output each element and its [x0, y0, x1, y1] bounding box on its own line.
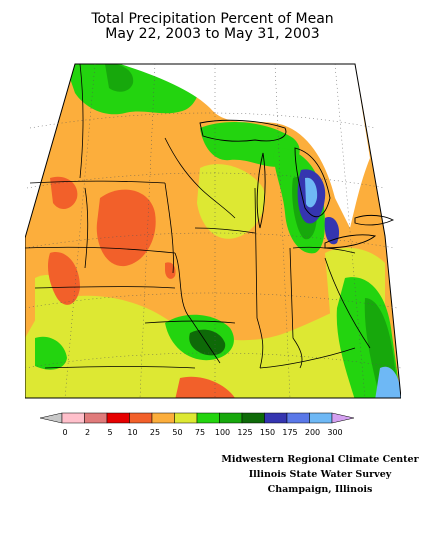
legend-tick-label: 125 — [237, 428, 252, 437]
legend-swatch — [129, 412, 153, 424]
legend-under-arrow — [40, 412, 63, 424]
legend-tick-label: 25 — [150, 428, 160, 437]
legend-swatch — [241, 412, 265, 424]
precipitation-map — [25, 63, 401, 399]
legend-tick-label: 10 — [127, 428, 137, 437]
lake-ontario — [354, 214, 395, 226]
credit-location: Champaign, Illinois — [267, 484, 373, 495]
legend-swatch — [84, 412, 108, 424]
border-oh-wv — [324, 257, 371, 349]
legend-tick-label: 300 — [327, 428, 342, 437]
border-ks-ok — [44, 366, 196, 369]
legend-tick-label: 175 — [282, 428, 297, 437]
color-legend: 0 2 5 10 25 50 75 100 125 150 175 200 300 — [40, 412, 355, 437]
legend-tick-label: 150 — [260, 428, 275, 437]
border-mo-west — [174, 252, 221, 364]
legend-tick-label: 100 — [215, 428, 230, 437]
legend-swatch — [309, 412, 333, 424]
legend-tick-label: 0 — [62, 428, 67, 437]
field-red-orange-sd — [50, 176, 78, 210]
legend-swatch — [151, 412, 175, 424]
border-mo-ar — [144, 320, 236, 324]
field-mid-green-nd — [105, 64, 134, 92]
legend-swatch — [219, 412, 243, 424]
field-blue-mi — [324, 217, 340, 245]
border-mn-wi — [164, 137, 236, 219]
border-sd-nd — [29, 180, 166, 184]
lake-michigan — [256, 152, 266, 229]
lake-erie — [324, 234, 377, 249]
lake-huron — [294, 147, 331, 218]
field-red-orange-ne — [47, 252, 80, 305]
field-yellow-green-wisconsin — [197, 164, 266, 239]
border-mn-ia — [164, 182, 174, 274]
legend-tick-label: 50 — [172, 428, 182, 437]
lake-superior — [199, 119, 287, 142]
border-ne-ks — [34, 286, 176, 289]
field-no-data-canada — [120, 64, 370, 228]
field-green-sw — [35, 336, 67, 370]
legend-swatch — [264, 412, 288, 424]
legend-tick-label: 5 — [107, 428, 112, 437]
state-boundaries — [25, 63, 371, 369]
legend-over-arrow — [331, 412, 355, 424]
field-light-blue-lake-mi — [305, 177, 318, 208]
field-red-orange-south — [175, 376, 235, 398]
legend-tick-label: 2 — [85, 428, 90, 437]
border-ky-tn — [259, 347, 356, 369]
legend-swatch — [286, 412, 310, 424]
credit-mrcc: Midwestern Regional Climate Center — [221, 454, 419, 465]
border-sd-ne — [25, 246, 176, 254]
border-sd-west — [84, 187, 89, 269]
field-dark-green-missouri — [189, 329, 226, 356]
credit-isws: Illinois State Water Survey — [248, 469, 392, 480]
border-il-in — [254, 187, 264, 369]
data-field — [25, 64, 401, 398]
border-in-oh — [289, 247, 303, 369]
legend-tick-label: 75 — [195, 428, 205, 437]
border-nd-mn — [79, 63, 84, 179]
map-title: Total Precipitation Percent of Mean — [91, 11, 334, 27]
legend-swatch — [196, 412, 220, 424]
border-wi-il — [194, 227, 256, 234]
legend-tick-label: 200 — [305, 428, 320, 437]
map-date-range: May 22, 2003 to May 31, 2003 — [105, 26, 320, 42]
legend-swatch — [61, 412, 85, 424]
map-border — [25, 63, 401, 399]
great-lakes — [199, 119, 395, 249]
legend-swatch — [106, 412, 130, 424]
field-red-orange-small — [165, 262, 176, 279]
legend-swatch — [174, 412, 198, 424]
field-red-orange-iowa — [96, 189, 156, 267]
field-light-blue-se — [375, 366, 401, 398]
